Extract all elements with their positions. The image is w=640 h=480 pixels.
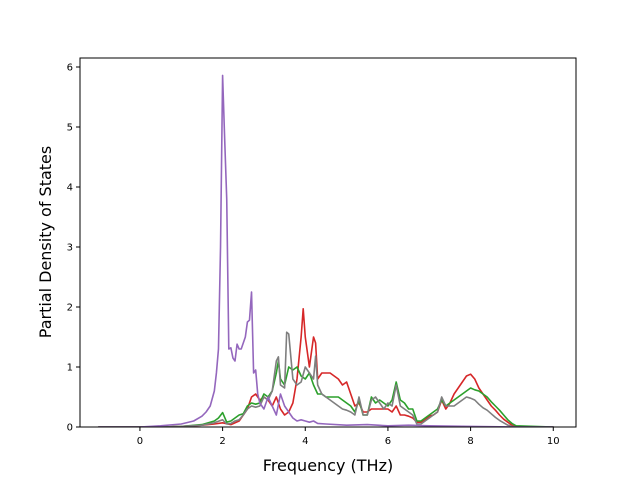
x-tick-label: 2	[219, 436, 225, 447]
y-tick-label: 2	[67, 303, 73, 314]
y-tick-label: 5	[67, 123, 73, 134]
series-layer	[97, 74, 555, 427]
y-axis-label: Partial Density of States	[36, 146, 55, 338]
y-axis-ticks: 0 1 2 3 4 5 6	[67, 63, 80, 434]
x-axis-ticks: 0 2 4 6 8 10	[137, 427, 560, 447]
x-tick-label: 6	[385, 436, 391, 447]
x-tick-label: 0	[137, 436, 143, 447]
series-line-3	[97, 331, 555, 427]
x-tick-label: 10	[547, 436, 560, 447]
y-tick-label: 0	[67, 423, 73, 434]
y-tick-label: 4	[67, 183, 73, 194]
y-tick-label: 1	[67, 363, 73, 374]
x-tick-label: 8	[467, 436, 473, 447]
x-axis-label: Frequency (THz)	[263, 456, 393, 475]
series-line-4	[97, 74, 555, 427]
series-line-2	[97, 360, 555, 427]
plot-frame	[79, 57, 577, 428]
x-tick-label: 4	[302, 436, 308, 447]
y-tick-label: 6	[67, 63, 73, 74]
y-tick-label: 3	[67, 243, 73, 254]
